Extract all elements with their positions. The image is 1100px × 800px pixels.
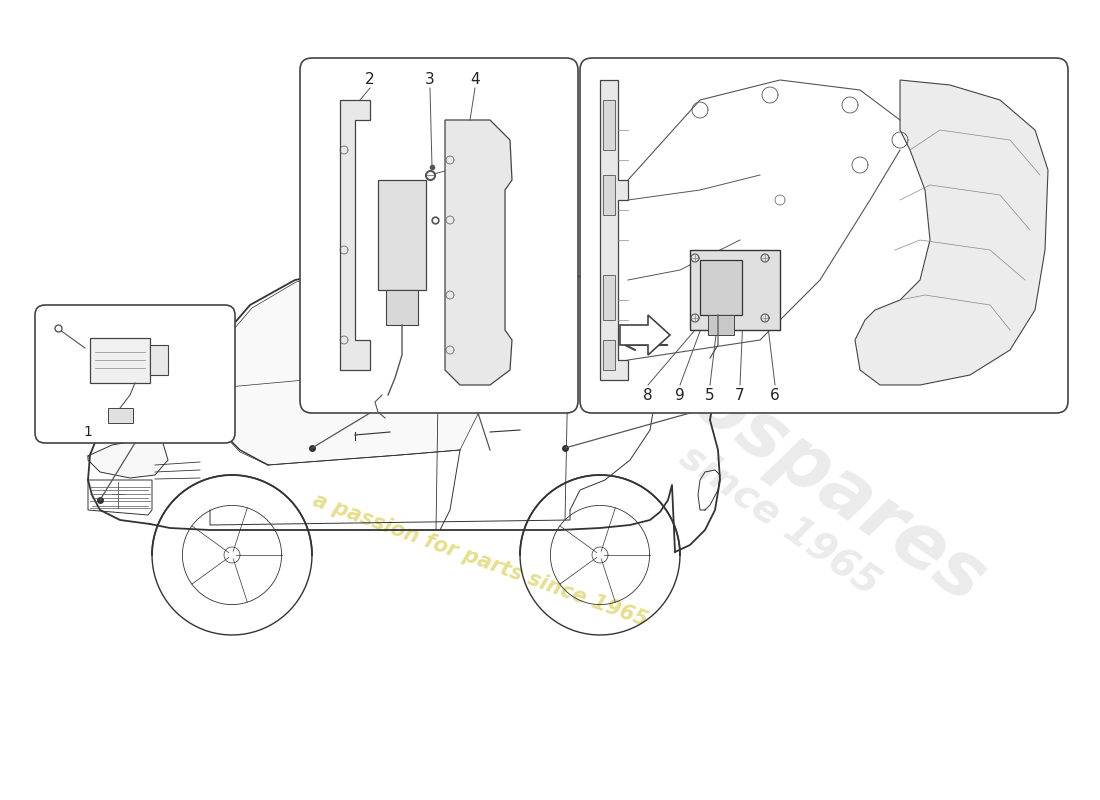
Bar xyxy=(690,250,780,330)
Text: 5: 5 xyxy=(705,387,715,402)
Bar xyxy=(603,175,615,215)
Polygon shape xyxy=(620,315,670,355)
Text: 6: 6 xyxy=(770,387,780,402)
FancyBboxPatch shape xyxy=(300,58,578,413)
Bar xyxy=(378,180,426,290)
Text: 8: 8 xyxy=(644,387,652,402)
Text: since 1965: since 1965 xyxy=(673,437,887,603)
Text: a passion for parts since 1965: a passion for parts since 1965 xyxy=(310,490,650,630)
FancyBboxPatch shape xyxy=(580,58,1068,413)
Text: 1: 1 xyxy=(84,425,92,439)
Bar xyxy=(603,340,615,370)
Polygon shape xyxy=(600,80,628,380)
FancyArrowPatch shape xyxy=(625,340,668,350)
Bar xyxy=(708,315,734,335)
FancyBboxPatch shape xyxy=(35,305,235,443)
Polygon shape xyxy=(340,100,370,370)
Text: 2: 2 xyxy=(365,73,375,87)
Text: 7: 7 xyxy=(735,387,745,402)
Bar xyxy=(108,408,133,423)
Bar xyxy=(603,275,615,320)
Polygon shape xyxy=(198,267,490,465)
Polygon shape xyxy=(855,80,1048,385)
Polygon shape xyxy=(88,440,168,478)
Bar xyxy=(90,338,150,383)
Bar xyxy=(700,260,743,315)
Bar xyxy=(150,345,168,375)
Bar xyxy=(603,100,615,150)
Polygon shape xyxy=(446,120,512,385)
Text: eurospares: eurospares xyxy=(561,282,999,618)
Text: 9: 9 xyxy=(675,387,685,402)
Bar xyxy=(386,290,418,325)
Text: 4: 4 xyxy=(470,73,480,87)
Text: 3: 3 xyxy=(425,73,435,87)
